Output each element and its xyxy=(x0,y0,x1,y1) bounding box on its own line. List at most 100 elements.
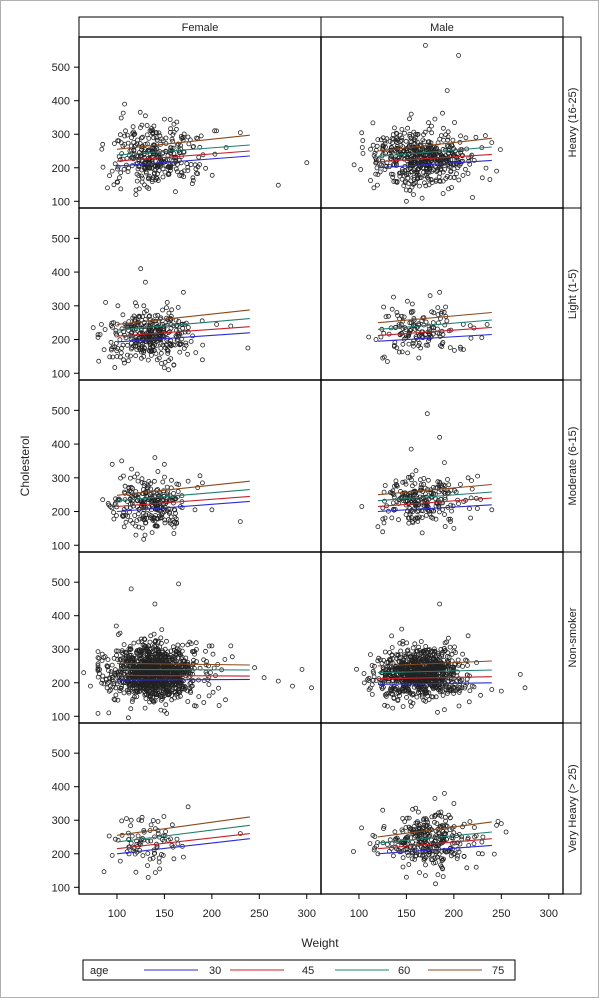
scatter-point xyxy=(494,822,500,828)
scatter-point xyxy=(199,357,205,363)
scatter-point xyxy=(410,806,416,812)
fit-line-age-75 xyxy=(377,311,492,324)
scatter-point xyxy=(138,322,144,328)
scatter-point xyxy=(112,697,118,703)
scatter-point xyxy=(402,819,408,824)
scatter-point xyxy=(150,855,156,861)
scatter-point xyxy=(406,862,412,867)
scatter-point xyxy=(103,677,109,682)
scatter-point xyxy=(123,650,129,656)
scatter-point xyxy=(450,664,455,670)
scatter-point xyxy=(409,831,415,837)
scatter-point xyxy=(137,109,143,115)
scatter-point xyxy=(187,639,193,645)
scatter-point xyxy=(149,658,155,664)
scatter-point xyxy=(411,129,417,135)
fit-line-age-45 xyxy=(377,153,492,163)
scatter-point xyxy=(351,849,356,854)
fit-line-age-45 xyxy=(116,495,250,508)
scatter-point xyxy=(448,853,454,859)
fit-line-age-75 xyxy=(377,483,492,496)
scatter-point xyxy=(129,466,135,472)
scatter-point xyxy=(397,173,403,179)
scatter-point xyxy=(400,864,406,870)
y-tick-label: 400 xyxy=(52,611,70,623)
scatter-point xyxy=(416,340,422,346)
scatter-point xyxy=(415,176,421,182)
scatter-point xyxy=(399,349,405,355)
scatter-point xyxy=(403,198,409,204)
scatter-point xyxy=(411,136,417,142)
scatter-point xyxy=(100,673,106,679)
scatter-point xyxy=(435,140,441,146)
scatter-point xyxy=(100,164,106,170)
scatter-point xyxy=(124,849,130,855)
scatter-point xyxy=(108,669,114,675)
scatter-point xyxy=(438,310,444,316)
scatter-point xyxy=(432,819,437,825)
scatter-point xyxy=(195,485,201,490)
scatter-point xyxy=(150,818,156,823)
scatter-point xyxy=(421,169,427,175)
scatter-point xyxy=(413,841,419,847)
scatter-point xyxy=(131,694,137,700)
fit-line-age-30 xyxy=(116,332,250,343)
fit-line-age-30 xyxy=(377,159,492,169)
panel-marks xyxy=(351,791,509,887)
scatter-point xyxy=(174,836,180,842)
scatter-point xyxy=(441,489,447,495)
scatter-point xyxy=(427,143,433,149)
x-tick-label: 300 xyxy=(298,908,316,920)
scatter-point xyxy=(178,143,184,149)
scatter-point xyxy=(465,663,470,668)
scatter-point xyxy=(408,654,414,659)
scatter-point xyxy=(141,828,147,833)
scatter-point xyxy=(427,669,433,675)
scatter-point xyxy=(408,672,414,678)
scatter-point xyxy=(491,851,497,857)
scatter-point xyxy=(206,682,212,687)
fit-line-age-45 xyxy=(116,674,250,677)
scatter-point xyxy=(155,638,161,644)
scatter-point xyxy=(153,130,159,136)
scatter-point xyxy=(172,656,178,662)
scatter-point xyxy=(365,677,371,682)
scatter-point xyxy=(411,673,417,678)
scatter-point xyxy=(155,664,161,669)
scatter-point xyxy=(170,682,175,688)
scatter-point xyxy=(391,492,397,498)
scatter-point xyxy=(129,699,135,704)
scatter-point xyxy=(119,818,125,824)
scatter-point xyxy=(162,474,167,480)
scatter-point xyxy=(146,173,152,179)
panel-marks xyxy=(81,581,314,721)
scatter-point xyxy=(474,660,479,665)
scatter-point xyxy=(237,130,243,136)
scatter-point xyxy=(245,345,251,351)
scatter-point xyxy=(381,304,387,310)
scatter-point xyxy=(408,446,414,452)
scatter-point xyxy=(171,524,177,530)
scatter-point xyxy=(111,510,116,515)
scatter-point xyxy=(111,516,117,522)
scatter-point xyxy=(436,331,442,337)
scatter-point xyxy=(152,455,158,461)
scatter-point xyxy=(129,163,135,169)
scatter-point xyxy=(142,637,148,642)
scatter-point xyxy=(138,349,144,355)
scatter-point xyxy=(381,658,387,663)
scatter-point xyxy=(416,644,422,650)
scatter-point xyxy=(128,586,134,592)
scatter-point xyxy=(401,657,407,663)
scatter-point xyxy=(387,138,393,144)
scatter-point xyxy=(429,694,435,699)
scatter-point xyxy=(426,648,432,653)
row-header-light: Light (1-5) xyxy=(567,269,579,319)
scatter-point xyxy=(159,852,164,857)
scatter-point xyxy=(117,688,123,694)
scatter-point xyxy=(145,483,151,489)
scatter-point xyxy=(380,144,386,150)
scatter-point xyxy=(160,138,166,144)
scatter-point xyxy=(176,482,182,487)
scatter-point xyxy=(409,856,415,862)
